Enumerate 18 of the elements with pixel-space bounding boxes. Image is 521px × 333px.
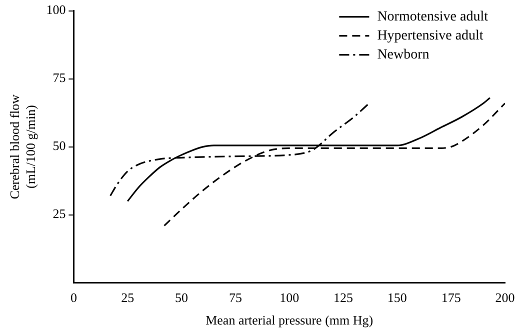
legend-label: Hypertensive adult xyxy=(377,28,484,44)
x-tick-label: 75 xyxy=(228,290,242,306)
x-tick-label: 25 xyxy=(121,290,134,306)
x-tick-label: 125 xyxy=(334,290,354,306)
y-tick-label: 100 xyxy=(46,2,66,18)
legend-label: Normotensive adult xyxy=(377,9,488,24)
y-axis-title: Cerebral blood flow (mL/100 g/min) xyxy=(7,94,38,200)
y-tick-label: 25 xyxy=(52,206,66,222)
legend-label: Newborn xyxy=(377,47,430,62)
x-tick-label: 100 xyxy=(280,290,300,306)
x-tick-label: 175 xyxy=(441,290,461,306)
y-tick-label: 50 xyxy=(52,138,66,154)
x-tick-label: 200 xyxy=(495,290,515,306)
x-tick-label: 0 xyxy=(70,290,77,306)
x-tick-label: 50 xyxy=(175,290,188,306)
x-tick-label: 150 xyxy=(387,290,407,306)
x-axis-title: Mean arterial pressure (mm Hg) xyxy=(206,312,374,328)
y-tick-label: 75 xyxy=(52,70,66,86)
